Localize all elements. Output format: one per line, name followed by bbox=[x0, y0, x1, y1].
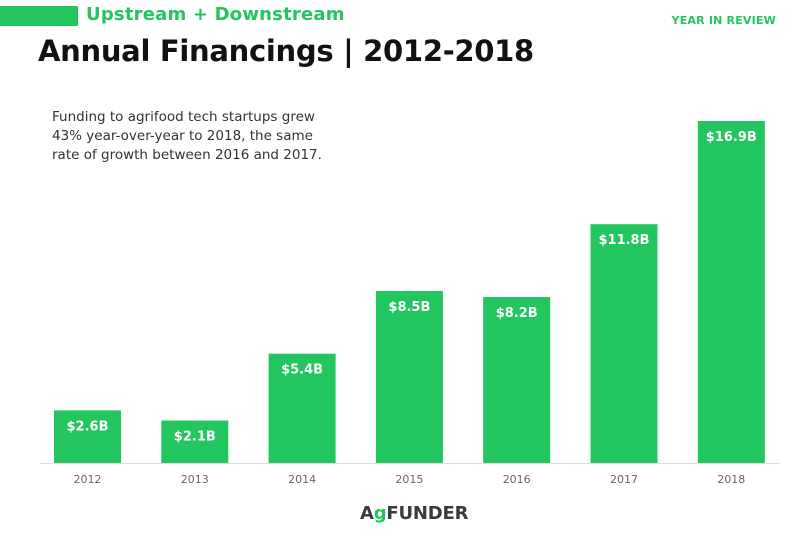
bar-2017 bbox=[590, 224, 658, 463]
logo-text: FUNDER bbox=[386, 503, 469, 524]
bar-value-label: $16.9B bbox=[706, 130, 757, 145]
bar-2013 bbox=[161, 420, 229, 463]
x-tick-label: 2016 bbox=[503, 473, 531, 486]
x-tick-label: 2012 bbox=[74, 473, 102, 486]
bar-2018 bbox=[697, 121, 765, 463]
bar-2012 bbox=[54, 410, 121, 463]
bar-value-label: $2.6B bbox=[67, 419, 109, 434]
subtitle: Upstream + Downstream bbox=[86, 4, 345, 25]
header-accent-band bbox=[0, 6, 78, 26]
x-tick-label: 2015 bbox=[395, 473, 423, 486]
x-tick-label: 2017 bbox=[610, 473, 638, 486]
x-tick-label: 2014 bbox=[288, 473, 316, 486]
bar-2016 bbox=[483, 297, 551, 463]
bar-2015 bbox=[375, 290, 443, 463]
year-in-review-tag: YEAR IN REVIEW bbox=[671, 14, 776, 27]
x-tick-label: 2018 bbox=[717, 473, 745, 486]
bar-value-label: $5.4B bbox=[281, 363, 323, 378]
page-title: Annual Financings | 2012-2018 bbox=[38, 34, 534, 68]
bar-value-label: $11.8B bbox=[598, 233, 649, 248]
bar-value-label: $2.1B bbox=[174, 430, 216, 445]
chart-description: Funding to agrifood tech startups grew 4… bbox=[52, 109, 322, 163]
bar-value-label: $8.2B bbox=[496, 306, 538, 321]
bar-value-label: $8.5B bbox=[388, 300, 430, 315]
x-tick-label: 2013 bbox=[181, 473, 209, 486]
bar-2014 bbox=[268, 353, 336, 463]
agfunder-logo: AgFUNDER bbox=[360, 503, 469, 524]
